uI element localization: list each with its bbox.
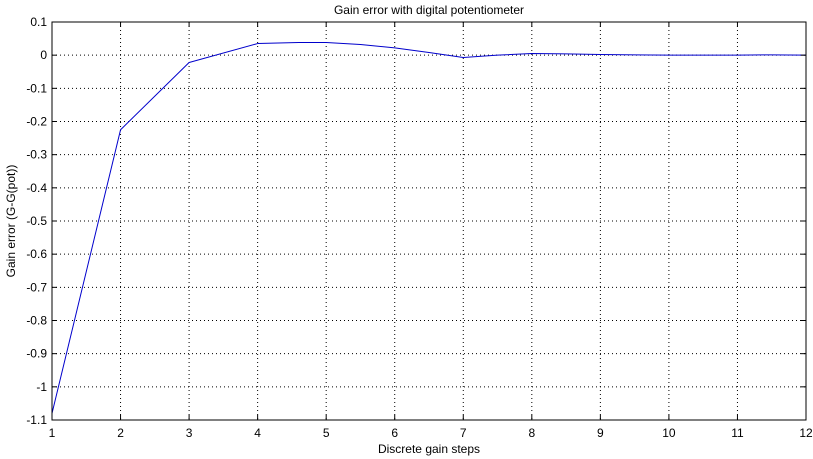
y-tick-label: -1 [36,380,47,394]
y-tick-label: -0.9 [26,347,47,361]
x-tick-label: 5 [323,426,330,440]
x-axis-tick-labels: 1 2 3 4 5 6 7 8 9 10 11 12 [49,426,813,440]
x-tick-label: 1 [49,426,56,440]
y-axis-label: Gain error (G-G(pot)) [4,165,18,278]
tick-marks [51,21,807,421]
y-tick-label: -0.3 [26,148,47,162]
grid-lines [52,22,806,420]
x-axis-label: Discrete gain steps [378,442,480,456]
y-tick-label: -0.6 [26,247,47,261]
x-tick-label: 10 [662,426,676,440]
x-tick-label: 9 [597,426,604,440]
y-tick-label: -0.7 [26,280,47,294]
x-tick-label: 11 [731,426,744,440]
x-tick-label: 4 [254,426,261,440]
y-tick-label: -0.2 [26,115,47,129]
plot-area [51,21,807,421]
y-axis-tick-labels: 0.1 0 -0.1 -0.2 -0.3 -0.4 -0.5 -0.6 -0.7 -0.8 -0.9… [26,15,47,427]
chart-title: Gain error with digital potentiometer [334,3,524,17]
y-tick-label: -0.4 [26,181,47,195]
y-tick-label: -0.1 [26,81,47,95]
x-tick-label: 12 [799,426,813,440]
y-tick-label: -0.8 [26,314,47,328]
y-tick-label: 0.1 [30,15,47,29]
x-tick-label: 8 [528,426,535,440]
y-tick-label: -0.5 [26,214,47,228]
y-tick-label: -1.1 [26,413,47,427]
x-tick-label: 3 [186,426,193,440]
gain-error-line [51,42,807,414]
x-tick-label: 2 [117,426,124,440]
series-layer [51,42,807,414]
y-tick-label: 0 [40,48,47,62]
x-tick-label: 7 [460,426,467,440]
x-tick-label: 6 [391,426,398,440]
